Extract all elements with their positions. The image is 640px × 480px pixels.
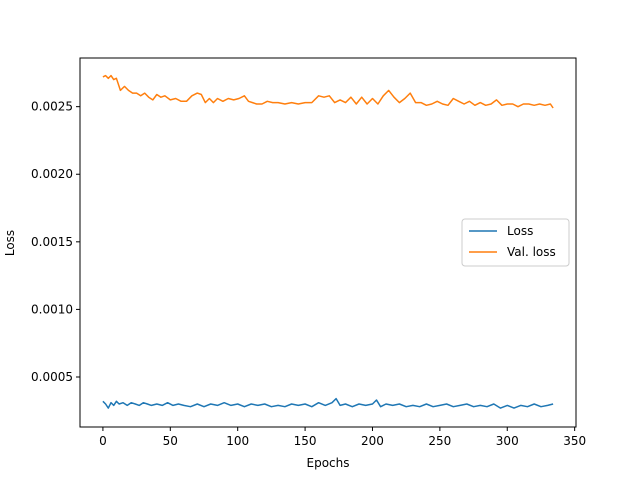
x-axis-label: Epochs xyxy=(307,456,350,470)
plot-frame xyxy=(79,57,577,428)
x-tick-label: 350 xyxy=(563,434,586,448)
y-axis-label: Loss xyxy=(3,230,17,256)
series-line-loss xyxy=(102,397,554,409)
x-tick-label: 100 xyxy=(226,434,249,448)
x-tick-label: 0 xyxy=(99,434,107,448)
x-tick-label: 150 xyxy=(294,434,317,448)
y-tick-label: 0.0020 xyxy=(31,167,73,181)
x-tick-label: 200 xyxy=(361,434,384,448)
x-tick-label: 300 xyxy=(496,434,519,448)
x-tick-label: 250 xyxy=(428,434,451,448)
y-tick-label: 0.0015 xyxy=(31,235,73,249)
series-layer xyxy=(102,74,554,409)
y-tick-label: 0.0025 xyxy=(31,100,73,114)
x-tick-label: 50 xyxy=(163,434,178,448)
y-axis: 0.0005 0.0010 0.0015 0.0020 0.0025 xyxy=(31,100,80,384)
x-axis: 0 50 100 150 200 250 300 350 xyxy=(99,427,586,448)
legend-label-val-loss: Val. loss xyxy=(507,245,556,259)
y-tick-label: 0.0010 xyxy=(31,302,73,316)
y-tick-label: 0.0005 xyxy=(31,370,73,384)
series-line-val-loss xyxy=(102,74,554,109)
legend-label-loss: Loss xyxy=(507,224,533,238)
legend: Loss Val. loss xyxy=(461,218,570,267)
